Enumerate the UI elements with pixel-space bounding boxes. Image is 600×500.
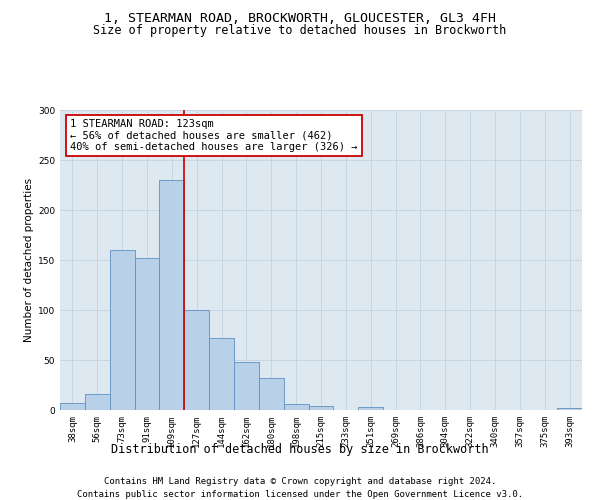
Bar: [60, 403, 85, 410]
Bar: [184, 310, 209, 410]
Bar: [160, 180, 184, 410]
Bar: [110, 250, 134, 410]
Bar: [557, 408, 582, 410]
Text: Size of property relative to detached houses in Brockworth: Size of property relative to detached ho…: [94, 24, 506, 37]
Text: Contains public sector information licensed under the Open Government Licence v3: Contains public sector information licen…: [77, 490, 523, 499]
Bar: [284, 404, 308, 410]
Text: 1 STEARMAN ROAD: 123sqm
← 56% of detached houses are smaller (462)
40% of semi-d: 1 STEARMAN ROAD: 123sqm ← 56% of detache…: [70, 119, 358, 152]
Bar: [358, 407, 383, 410]
Y-axis label: Number of detached properties: Number of detached properties: [24, 178, 34, 342]
Bar: [85, 394, 110, 410]
Bar: [308, 406, 334, 410]
Text: Distribution of detached houses by size in Brockworth: Distribution of detached houses by size …: [111, 442, 489, 456]
Bar: [259, 378, 284, 410]
Bar: [234, 362, 259, 410]
Bar: [209, 338, 234, 410]
Bar: [134, 258, 160, 410]
Text: 1, STEARMAN ROAD, BROCKWORTH, GLOUCESTER, GL3 4FH: 1, STEARMAN ROAD, BROCKWORTH, GLOUCESTER…: [104, 12, 496, 26]
Text: Contains HM Land Registry data © Crown copyright and database right 2024.: Contains HM Land Registry data © Crown c…: [104, 478, 496, 486]
